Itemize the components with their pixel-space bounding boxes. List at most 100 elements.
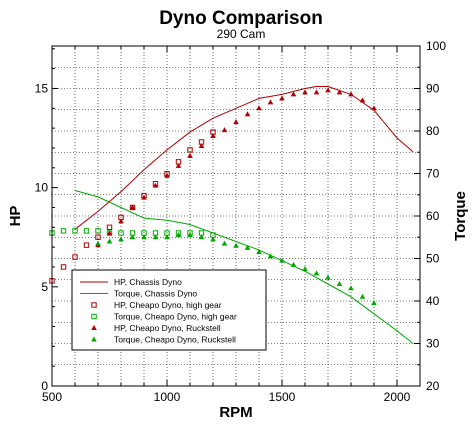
data-point-2 — [72, 254, 78, 260]
data-point-4 — [267, 99, 274, 105]
data-point-5 — [267, 253, 274, 259]
data-point-4 — [221, 127, 228, 133]
legend-label-2: HP, Cheapo Dyno, high gear — [114, 300, 222, 310]
data-point-4 — [336, 89, 343, 95]
y-tick-label-right: 80 — [426, 124, 440, 138]
plot-frame — [51, 45, 421, 387]
data-point-2 — [95, 234, 101, 240]
legend-box — [71, 269, 267, 351]
y-tick-label-right: 60 — [426, 209, 440, 223]
data-point-5 — [210, 236, 216, 242]
y-axis-label-right: Torque — [452, 191, 469, 241]
series-layer — [49, 86, 414, 344]
y-tick-label-left: 0 — [41, 379, 48, 393]
y-tick-label-left: 5 — [41, 280, 48, 294]
y-tick-label-right: 90 — [426, 82, 440, 96]
data-point-3 — [60, 228, 67, 234]
data-point-5 — [371, 300, 377, 306]
data-point-5 — [95, 240, 101, 246]
data-point-3 — [118, 230, 124, 236]
series-line-0 — [74, 86, 414, 230]
data-point-5 — [313, 270, 320, 276]
data-point-5 — [106, 238, 113, 244]
data-point-5 — [175, 232, 182, 238]
data-point-4 — [118, 218, 124, 224]
data-point-2 — [187, 147, 193, 153]
data-point-5 — [164, 234, 170, 240]
y-tick-label-right: 20 — [426, 379, 440, 393]
data-point-5 — [279, 257, 285, 263]
y-tick-label-right: 30 — [426, 337, 440, 351]
data-point-4 — [313, 89, 320, 95]
x-tick-label: 1500 — [269, 390, 296, 404]
data-point-2 — [60, 264, 67, 270]
chart-subtitle: 290 Cam — [217, 27, 266, 41]
data-point-4 — [210, 133, 216, 139]
data-point-5 — [336, 281, 343, 286]
y-tick-label-left: 15 — [35, 81, 49, 95]
data-point-5 — [118, 236, 124, 242]
data-point-4 — [325, 87, 331, 93]
legend-swatch-4 — [91, 325, 97, 330]
chart-title: Dyno Comparison — [159, 8, 323, 29]
data-point-4 — [302, 89, 308, 95]
data-point-3 — [83, 228, 90, 234]
legend-label-4: HP, Cheapo Dyno, Ruckstell — [114, 323, 221, 333]
data-point-5 — [198, 234, 205, 240]
data-point-4 — [106, 230, 113, 236]
data-point-2 — [106, 224, 113, 231]
legend-swatch-2 — [91, 302, 97, 308]
data-point-5 — [302, 266, 308, 272]
data-point-5 — [187, 232, 193, 238]
series-4 — [95, 87, 377, 248]
data-point-4 — [141, 194, 147, 200]
data-point-4 — [152, 182, 159, 188]
x-axis-label: RPM — [219, 404, 252, 421]
x-tick-label: 500 — [42, 390, 62, 404]
data-point-4 — [244, 111, 251, 117]
legend-swatch-5 — [91, 336, 97, 342]
data-point-4 — [129, 204, 136, 210]
legend-label-5: Torque, Cheapo Dyno, Ruckstell — [114, 335, 236, 345]
y-tick-label-right: 40 — [426, 294, 440, 308]
data-point-3 — [72, 228, 78, 234]
data-point-5 — [141, 234, 147, 240]
y-tick-label-left: 10 — [35, 181, 49, 195]
data-point-5 — [244, 244, 251, 250]
data-point-2 — [83, 242, 90, 248]
data-point-4 — [233, 119, 239, 125]
data-point-4 — [164, 172, 170, 178]
data-point-4 — [256, 105, 262, 111]
data-point-3 — [95, 228, 101, 234]
data-point-5 — [256, 249, 262, 255]
legend-label-1: Torque, Chassis Dyno — [114, 289, 197, 299]
data-point-4 — [348, 91, 354, 97]
legend-label-3: Torque, Cheapo Dyno, high gear — [114, 312, 237, 322]
data-point-5 — [221, 240, 228, 246]
series-5 — [95, 232, 377, 306]
data-point-4 — [187, 152, 193, 158]
data-point-5 — [233, 242, 239, 248]
data-point-4 — [175, 162, 182, 168]
y-tick-label-right: 70 — [426, 167, 440, 181]
y-tick-label-right: 50 — [426, 252, 440, 266]
data-point-4 — [359, 97, 366, 103]
data-point-4 — [290, 91, 297, 97]
data-point-4 — [279, 95, 285, 101]
series-0 — [74, 86, 414, 230]
legend-swatch-3 — [91, 313, 97, 320]
y-axis-label-left: HP — [7, 206, 24, 227]
data-point-5 — [152, 234, 159, 240]
y-tick-label-right: 100 — [426, 39, 446, 53]
x-tick-label: 1000 — [154, 390, 181, 404]
legend-label-0: HP, Chassis Dyno — [114, 277, 182, 287]
data-point-4 — [371, 105, 377, 111]
data-point-5 — [290, 261, 297, 267]
x-tick-label: 2000 — [384, 390, 411, 404]
data-point-5 — [129, 234, 136, 240]
data-point-5 — [359, 293, 366, 299]
data-point-5 — [325, 274, 331, 280]
data-point-4 — [198, 142, 205, 148]
